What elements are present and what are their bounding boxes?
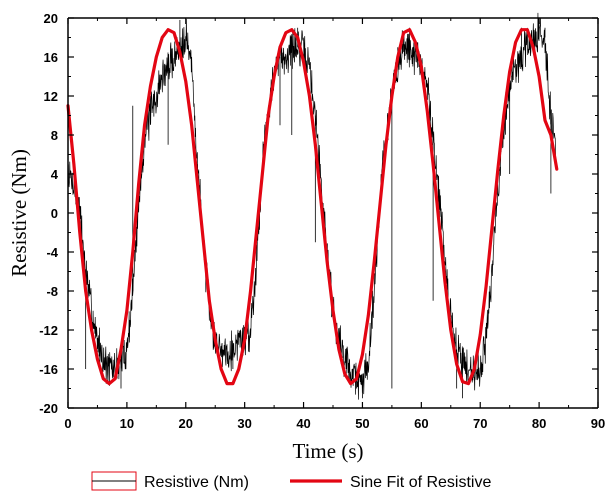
y-tick-label: -12: [39, 323, 58, 338]
x-tick-label: 0: [64, 416, 71, 431]
y-tick-label: -4: [46, 245, 58, 260]
axes: 0 10 20 30 40 50 60 70 80 90 -20 -16 -12 -8 -4 0 4 8 12 16 2…: [39, 11, 605, 431]
legend: Resistive (Nm) Sine Fit of Resistive: [91, 471, 491, 491]
y-tick-label: 0: [51, 206, 58, 221]
series-line-resistive: [67, 12, 558, 400]
y-tick-label: -16: [39, 362, 58, 377]
y-tick-label: 12: [44, 89, 58, 104]
y-tick-label: 8: [51, 128, 58, 143]
x-tick-label: 80: [532, 416, 546, 431]
y-axis-title: Resistive (Nm): [7, 149, 31, 277]
series-line-sine-fit: [66, 28, 559, 386]
x-tick-label: 40: [296, 416, 310, 431]
x-tick-label: 20: [179, 416, 193, 431]
legend-label-sine-fit: Sine Fit of Resistive: [350, 474, 491, 491]
x-axis-title: Time (s): [293, 439, 364, 463]
y-tick-label: 4: [51, 167, 59, 182]
x-tick-label: 50: [355, 416, 369, 431]
plot-area: [66, 12, 559, 400]
y-tick-label: -8: [46, 284, 58, 299]
y-tick-label: 20: [44, 11, 58, 26]
legend-label-resistive: Resistive (Nm): [144, 474, 249, 491]
x-tick-label: 30: [237, 416, 251, 431]
y-tick-label: 16: [44, 50, 58, 65]
x-tick-label: 60: [414, 416, 428, 431]
x-tick-label: 90: [591, 416, 605, 431]
y-tick-label: -20: [39, 401, 58, 416]
x-tick-label: 10: [120, 416, 134, 431]
x-tick-label: 70: [473, 416, 487, 431]
